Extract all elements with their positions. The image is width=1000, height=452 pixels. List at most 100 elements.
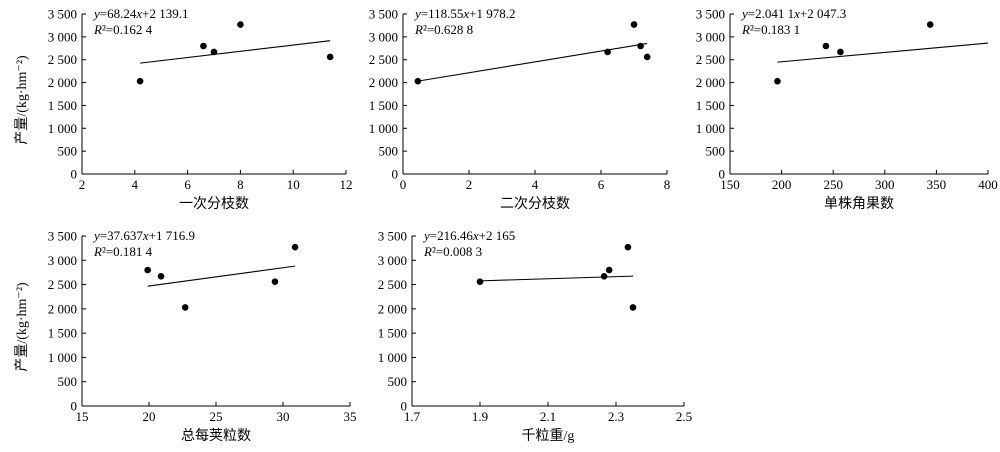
data-point bbox=[136, 77, 144, 85]
x-axis-title: 二次分枝数 bbox=[500, 196, 570, 212]
y-tick-label: 2 000 bbox=[48, 75, 77, 90]
r-squared-label: R²=0.162 4 bbox=[93, 22, 153, 37]
x-tick-label: 4 bbox=[132, 177, 139, 192]
y-tick-label: 3 500 bbox=[378, 229, 407, 244]
y-tick-label: 3 000 bbox=[378, 253, 407, 268]
data-point bbox=[200, 42, 207, 50]
y-tick-label: 2 500 bbox=[48, 52, 77, 67]
data-point bbox=[774, 77, 781, 85]
regression-equation: y=216.46x+2 165 bbox=[422, 228, 515, 243]
y-axis-title: 产量/(kg·hm⁻²) bbox=[14, 282, 30, 372]
data-point bbox=[210, 48, 218, 56]
trend-line bbox=[777, 42, 989, 63]
y-tick-label: 500 bbox=[379, 144, 399, 159]
y-tick-label: 1 000 bbox=[378, 350, 407, 365]
y-axis-title: 产量/(kg·hm⁻²) bbox=[14, 55, 30, 145]
y-tick-label: 3 500 bbox=[696, 7, 725, 22]
y-tick-label: 500 bbox=[58, 144, 78, 159]
y-tick-label: 3 000 bbox=[369, 29, 398, 44]
y-tick-label: 500 bbox=[58, 374, 78, 389]
data-point bbox=[157, 273, 165, 280]
data-point bbox=[605, 266, 613, 274]
x-tick-label: 300 bbox=[875, 177, 895, 192]
data-point bbox=[600, 273, 608, 280]
y-tick-label: 1 500 bbox=[48, 98, 77, 113]
x-tick-label: 12 bbox=[340, 177, 353, 192]
y-tick-label: 2 500 bbox=[369, 52, 398, 67]
y-tick-label: 3 500 bbox=[48, 229, 77, 244]
y-tick-label: 2 500 bbox=[696, 52, 725, 67]
data-point bbox=[476, 278, 484, 285]
x-tick-label: 15 bbox=[76, 409, 89, 424]
y-tick-label: 1 000 bbox=[696, 121, 725, 136]
x-tick-label: 6 bbox=[598, 177, 605, 192]
data-point bbox=[326, 53, 334, 61]
regression-equation: y=118.55x+1 978.2 bbox=[413, 6, 516, 21]
y-tick-label: 1 500 bbox=[696, 98, 725, 113]
trend-line bbox=[140, 40, 331, 64]
chart-panel-3: 0 500 1 000 1 500 2 000 2 500 3 000 3 500 150 200… bbox=[696, 6, 998, 212]
y-tick-label: 2 000 bbox=[696, 75, 725, 90]
x-tick-label: 0 bbox=[400, 177, 407, 192]
y-tick-label: 1 000 bbox=[48, 350, 77, 365]
data-point bbox=[837, 48, 844, 56]
y-tick-label: 3 000 bbox=[696, 29, 725, 44]
data-point bbox=[414, 77, 422, 85]
data-point bbox=[604, 48, 611, 56]
y-tick-label: 1 500 bbox=[48, 326, 77, 341]
x-tick-label: 6 bbox=[184, 177, 191, 192]
y-tick-label: 0 bbox=[71, 167, 78, 182]
x-tick-label: 4 bbox=[532, 177, 539, 192]
y-tick-label: 3 000 bbox=[48, 253, 77, 268]
x-tick-label: 35 bbox=[344, 409, 357, 424]
regression-equation: y=2.041 1x+2 047.3 bbox=[740, 6, 846, 21]
data-point bbox=[291, 243, 299, 251]
trend-line bbox=[417, 42, 648, 82]
r-squared-label: R²=0.628 8 bbox=[414, 22, 473, 37]
y-tick-label: 1 500 bbox=[378, 326, 407, 341]
y-tick-label: 1 000 bbox=[369, 121, 398, 136]
chart-panel-4: 0 500 1 000 1 500 2 000 2 500 3 000 3 500 15 20 25… bbox=[14, 228, 357, 444]
y-tick-label: 1 000 bbox=[48, 121, 77, 136]
x-tick-label: 2 bbox=[466, 177, 473, 192]
data-point bbox=[637, 42, 644, 50]
y-tick-label: 500 bbox=[706, 144, 726, 159]
regression-equation: y=68.24x+2 139.1 bbox=[92, 6, 189, 21]
data-point bbox=[271, 278, 279, 285]
x-tick-label: 25 bbox=[210, 409, 223, 424]
y-tick-label: 2 000 bbox=[378, 301, 407, 316]
x-tick-label: 1.9 bbox=[472, 409, 488, 424]
x-tick-label: 20 bbox=[143, 409, 156, 424]
y-tick-label: 0 bbox=[392, 167, 399, 182]
y-tick-label: 3 500 bbox=[48, 7, 77, 22]
x-tick-label: 8 bbox=[664, 177, 671, 192]
x-tick-label: 200 bbox=[772, 177, 792, 192]
x-tick-label: 2.3 bbox=[608, 409, 624, 424]
data-point bbox=[822, 42, 830, 50]
y-tick-label: 3 000 bbox=[48, 29, 77, 44]
x-tick-label: 350 bbox=[927, 177, 947, 192]
x-tick-label: 2.1 bbox=[540, 409, 556, 424]
x-tick-label: 1.7 bbox=[404, 409, 421, 424]
y-tick-label: 2 500 bbox=[48, 277, 77, 292]
x-axis-title: 千粒重/g bbox=[522, 428, 575, 444]
data-point bbox=[181, 304, 189, 311]
chart-panel-5: 0 500 1 000 1 500 2 000 2 500 3 000 3 500 1.7 1.9… bbox=[378, 228, 692, 444]
trend-line bbox=[479, 275, 634, 282]
chart-panel-1: 0 500 1 000 1 500 2 000 2 500 3 000 3 500 2 4 6 8 10… bbox=[14, 6, 353, 212]
r-squared-label: R²=0.008 3 bbox=[423, 244, 482, 259]
data-point bbox=[926, 21, 934, 28]
x-axis-title: 总每荚粒数 bbox=[181, 427, 251, 444]
y-tick-label: 2 500 bbox=[378, 277, 407, 292]
data-point bbox=[630, 21, 638, 28]
trend-line bbox=[147, 265, 296, 287]
data-point bbox=[237, 21, 244, 28]
y-tick-label: 2 000 bbox=[369, 75, 398, 90]
x-tick-label: 400 bbox=[978, 177, 998, 192]
x-tick-label: 2 bbox=[79, 177, 86, 192]
y-tick-label: 0 bbox=[401, 399, 408, 414]
data-point bbox=[144, 266, 151, 274]
y-tick-label: 500 bbox=[388, 374, 408, 389]
x-tick-label: 250 bbox=[823, 177, 843, 192]
